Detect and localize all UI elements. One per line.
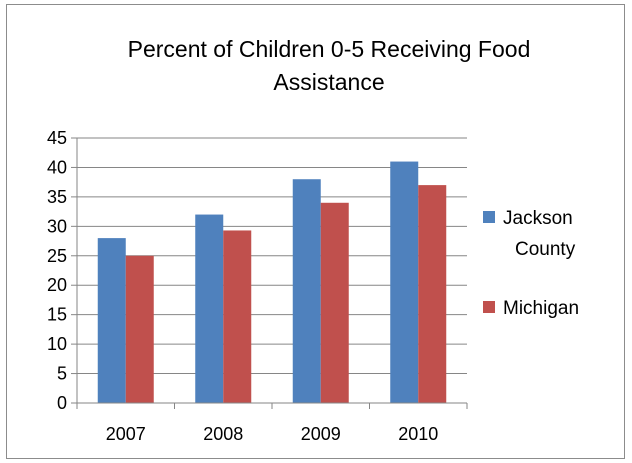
chart-title-line-1: Percent of Children 0-5 Receiving Food	[128, 36, 531, 62]
x-tick-label: 2007	[106, 424, 146, 444]
chart-frame: Percent of Children 0-5 Receiving Food A…	[6, 4, 625, 459]
y-tick-label: 35	[47, 187, 67, 207]
legend-label: Michigan	[503, 298, 579, 319]
bar-jackson-county-2008	[195, 214, 224, 403]
bar-jackson-county-2010	[390, 161, 419, 403]
y-tick-label: 40	[47, 157, 67, 177]
bar-michigan-2008	[223, 230, 252, 403]
x-axis-ticks: 2007 2008 2009 2010	[76, 403, 468, 444]
y-tick-label: 10	[47, 334, 67, 354]
bar-chart: Percent of Children 0-5 Receiving Food A…	[47, 36, 579, 444]
bar-michigan-2007	[125, 255, 154, 403]
y-tick-label: 45	[47, 128, 67, 148]
x-tick-label: 2009	[301, 424, 341, 444]
y-tick-label: 0	[57, 393, 67, 413]
bar-michigan-2010	[418, 185, 447, 403]
chart-title-line-2: Assistance	[273, 69, 384, 95]
bars	[97, 161, 447, 403]
legend-label: Jackson	[503, 208, 573, 229]
y-tick-label: 30	[47, 216, 67, 236]
y-tick-label: 5	[57, 364, 67, 384]
legend-label: County	[515, 239, 576, 260]
bar-jackson-county-2009	[292, 179, 321, 403]
y-tick-label: 15	[47, 305, 67, 325]
y-axis-ticks: 0 5 10 15 20 25 30 35 40 45	[47, 128, 77, 413]
legend-swatch-jackson-county	[483, 211, 495, 223]
bar-michigan-2009	[320, 202, 349, 403]
x-tick-label: 2010	[398, 424, 438, 444]
y-tick-label: 25	[47, 246, 67, 266]
x-tick-label: 2008	[203, 424, 243, 444]
bar-jackson-county-2007	[97, 238, 126, 403]
y-tick-label: 20	[47, 275, 67, 295]
legend-swatch-michigan	[483, 301, 495, 313]
legend: Jackson County Michigan	[483, 208, 579, 319]
